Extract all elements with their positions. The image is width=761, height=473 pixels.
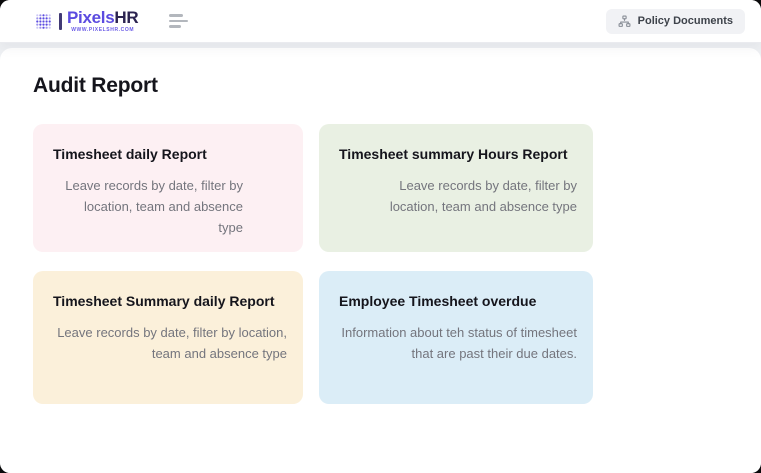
menu-bar <box>169 19 189 23</box>
report-card-timesheet-summary-daily[interactable]: Timesheet Summary daily Report Leave rec… <box>33 271 303 404</box>
card-title: Timesheet Summary daily Report <box>53 293 275 309</box>
report-card-timesheet-summary-hours[interactable]: Timesheet summary Hours Report Leave rec… <box>319 124 593 252</box>
policy-documents-label: Policy Documents <box>637 15 733 27</box>
card-title: Employee Timesheet overdue <box>339 293 537 309</box>
brand-name-primary: Pixels <box>67 8 115 27</box>
report-card-timesheet-daily[interactable]: Timesheet daily Report Leave records by … <box>33 124 303 252</box>
sitemap-icon <box>618 15 631 28</box>
policy-documents-button[interactable]: Policy Documents <box>605 8 745 34</box>
menu-bar <box>169 14 184 17</box>
page-title: Audit Report <box>33 74 158 97</box>
brand-tagline: WWW.PIXELSHR.COM <box>71 27 135 33</box>
report-card-employee-timesheet-overdue[interactable]: Employee Timesheet overdue Information a… <box>319 271 593 404</box>
brand-name-secondary: HR <box>114 8 139 27</box>
main-content: Audit Report Timesheet daily Report Leav… <box>0 48 761 473</box>
card-description: Leave records by date, filter by locatio… <box>65 178 243 236</box>
brand-separator <box>59 12 62 30</box>
card-description: Leave records by date, filter by locatio… <box>57 325 287 362</box>
card-description: Leave records by date, filter by locatio… <box>389 178 577 215</box>
card-description: Information about teh status of timeshee… <box>341 325 577 362</box>
menu-bar <box>169 25 182 28</box>
report-cards-grid: Timesheet daily Report Leave records by … <box>33 124 728 404</box>
card-title: Timesheet summary Hours Report <box>339 146 568 162</box>
menu-toggle-button[interactable] <box>165 10 192 32</box>
brand-name: PixelsHR <box>67 8 139 27</box>
card-title: Timesheet daily Report <box>53 146 207 162</box>
brand-grid-icon <box>35 13 52 30</box>
brand-logo[interactable]: PixelsHR WWW.PIXELSHR.COM <box>35 8 139 33</box>
top-navbar: PixelsHR WWW.PIXELSHR.COM Policy Documen… <box>0 0 761 43</box>
brand-text: PixelsHR WWW.PIXELSHR.COM <box>67 8 139 33</box>
